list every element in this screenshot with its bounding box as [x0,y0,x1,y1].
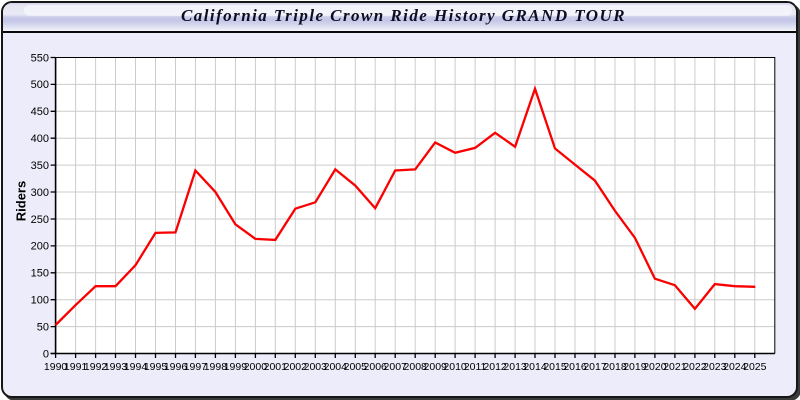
svg-text:450: 450 [31,106,49,118]
svg-text:1993: 1993 [104,361,128,373]
svg-text:50: 50 [37,321,49,333]
svg-text:2000: 2000 [244,361,268,373]
svg-text:150: 150 [31,268,49,280]
svg-text:2020: 2020 [643,361,667,373]
svg-text:300: 300 [31,187,49,199]
svg-text:350: 350 [31,160,49,172]
svg-text:2021: 2021 [663,361,687,373]
svg-text:1997: 1997 [184,361,208,373]
svg-text:1998: 1998 [204,361,228,373]
svg-text:2022: 2022 [683,361,707,373]
svg-text:2017: 2017 [583,361,607,373]
svg-text:100: 100 [31,295,49,307]
svg-text:2015: 2015 [543,361,567,373]
svg-text:2003: 2003 [304,361,328,373]
svg-text:2008: 2008 [404,361,428,373]
svg-text:Riders: Riders [14,181,29,221]
svg-text:2002: 2002 [284,361,308,373]
svg-text:2016: 2016 [563,361,587,373]
svg-text:0: 0 [43,348,49,360]
svg-text:500: 500 [31,79,49,91]
svg-text:1999: 1999 [224,361,248,373]
svg-text:2001: 2001 [264,361,288,373]
svg-text:2012: 2012 [483,361,507,373]
svg-text:2024: 2024 [723,361,747,373]
svg-text:1992: 1992 [84,361,108,373]
svg-text:2011: 2011 [464,361,487,373]
svg-text:1995: 1995 [144,361,168,373]
svg-text:2023: 2023 [703,361,727,373]
svg-text:200: 200 [31,241,49,253]
svg-text:1990: 1990 [44,361,68,373]
svg-text:2007: 2007 [384,361,408,373]
svg-text:2019: 2019 [623,361,647,373]
svg-text:2010: 2010 [443,361,467,373]
svg-text:400: 400 [31,133,49,145]
svg-text:2025: 2025 [743,361,767,373]
svg-text:250: 250 [31,214,49,226]
svg-text:2018: 2018 [603,361,627,373]
svg-text:550: 550 [31,52,49,64]
svg-text:2005: 2005 [344,361,368,373]
svg-text:1991: 1991 [64,361,88,373]
svg-text:2004: 2004 [324,361,348,373]
svg-text:2006: 2006 [364,361,388,373]
svg-text:2009: 2009 [424,361,448,373]
svg-text:2013: 2013 [503,361,527,373]
svg-text:2014: 2014 [523,361,547,373]
svg-text:1994: 1994 [124,361,148,373]
svg-text:1996: 1996 [164,361,188,373]
